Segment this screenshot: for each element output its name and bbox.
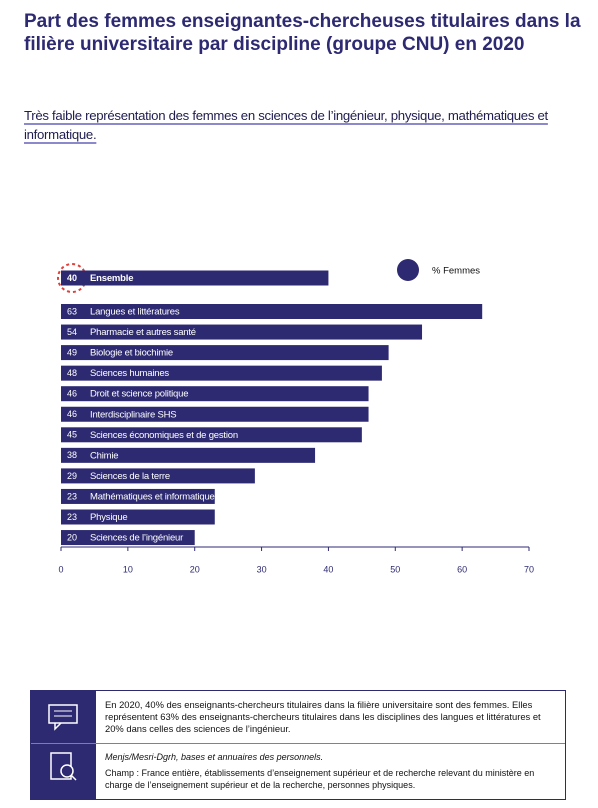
category-label: Sciences économiques et de gestion [90, 430, 238, 441]
bar [61, 468, 255, 484]
bar [61, 345, 389, 361]
category-label: Physique [90, 512, 127, 523]
bar [61, 447, 316, 463]
category-label: Sciences humaines [90, 368, 169, 379]
bar [61, 365, 382, 381]
category-label: Pharmacie et autres santé [90, 327, 196, 338]
footer-box: En 2020, 40% des enseignants-chercheurs … [30, 690, 566, 800]
source-text: Menjs/Mesri-Dgrh, bases et annuaires des… [105, 752, 324, 762]
x-tick-label: 0 [58, 564, 63, 574]
value-label: 20 [67, 532, 77, 542]
x-tick-label: 20 [190, 564, 200, 574]
value-label: 38 [67, 450, 77, 460]
value-label: 46 [67, 409, 77, 419]
icons [48, 704, 78, 781]
value-label: 54 [67, 327, 77, 337]
bar [61, 324, 423, 340]
legend-swatch [397, 259, 419, 281]
legend-label: % Femmes [432, 266, 480, 277]
x-tick-label: 50 [390, 564, 400, 574]
scope-text: Champ : France entière, établissements d… [105, 768, 535, 790]
category-label: Mathématiques et informatique [90, 491, 215, 502]
bar [61, 270, 329, 286]
value-label: 40 [67, 273, 77, 283]
bar [61, 386, 369, 402]
x-tick-label: 30 [257, 564, 267, 574]
speech-tail [54, 722, 62, 731]
separator [31, 743, 565, 744]
magnifier-handle [70, 774, 77, 781]
value-label: 46 [67, 389, 77, 399]
x-tick-label: 70 [524, 564, 534, 574]
chart-title: Part des femmes enseignantes-chercheuses… [24, 11, 581, 55]
x-tick-label: 40 [323, 564, 333, 574]
category-label: Sciences de la terre [90, 471, 170, 482]
magnifier-icon [60, 764, 74, 778]
x-tick-label: 60 [457, 564, 467, 574]
bar [61, 509, 215, 525]
category-label: Langues et littératures [90, 307, 180, 318]
x-tick-label: 10 [123, 564, 133, 574]
chart-subtitle: Très faible représentation des femmes en… [24, 108, 548, 142]
category-label: Sciences de l’ingénieur [90, 533, 183, 544]
category-label: Chimie [90, 450, 118, 461]
value-label: 49 [67, 347, 77, 357]
value-label: 23 [67, 491, 77, 501]
value-label: 45 [67, 430, 77, 440]
bar [61, 304, 483, 319]
value-label: 29 [67, 471, 77, 481]
value-label: 23 [67, 512, 77, 522]
bar [61, 427, 362, 443]
value-label: 48 [67, 368, 77, 378]
bar [61, 406, 369, 422]
category-label: Droit et science politique [90, 389, 188, 400]
icon-panel [31, 691, 96, 799]
summary-text: En 2020, 40% des enseignants-chercheurs … [105, 699, 541, 734]
category-label: Interdisciplinaire SHS [90, 409, 176, 420]
chart: 0 10 20 30 40 50 60 70 40 Ensemble 63 Langues et li… [57, 259, 534, 574]
value-label: 63 [67, 306, 77, 316]
bar [61, 530, 195, 546]
speech-icon [48, 704, 78, 724]
bar [61, 488, 215, 504]
category-label: Biologie et biochimie [90, 348, 173, 359]
category-label: Ensemble [90, 273, 133, 284]
